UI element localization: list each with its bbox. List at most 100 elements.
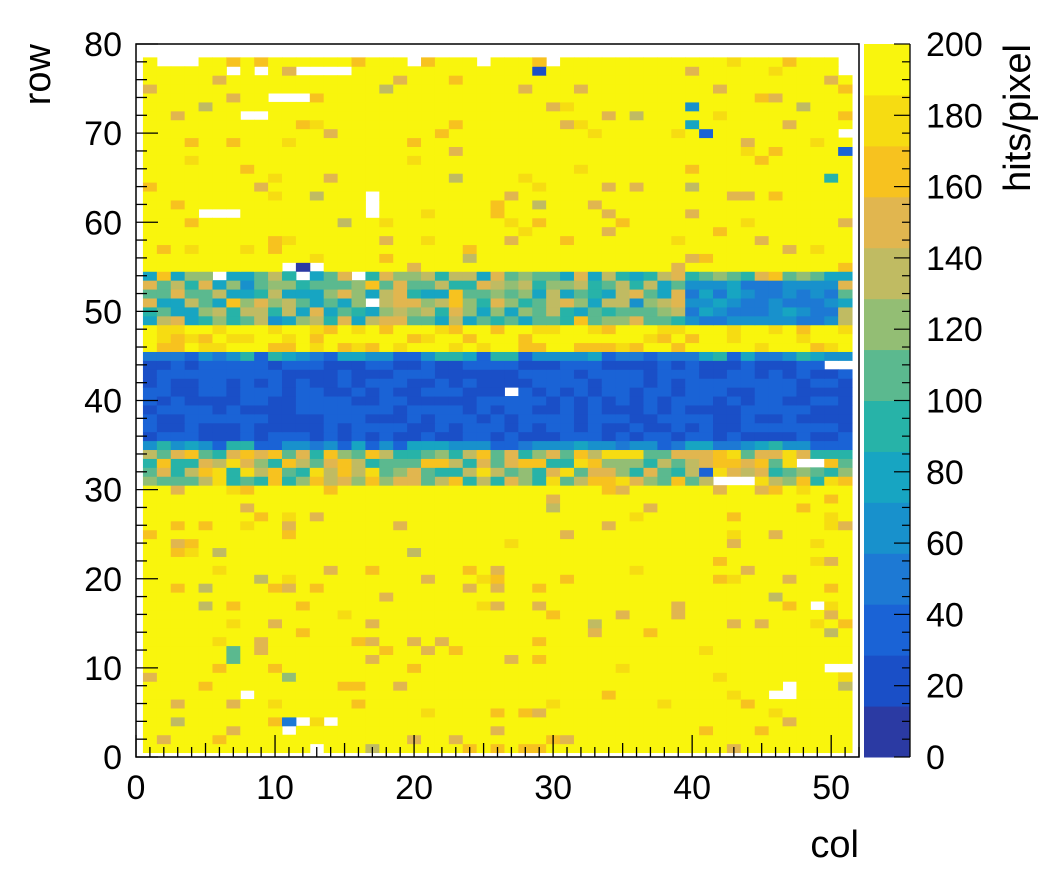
heatmap-cell [434,636,450,647]
heatmap-cell [643,601,658,611]
heatmap-cell [643,199,658,210]
heatmap-cell [254,645,269,655]
heatmap-cell [476,690,492,700]
heatmap-cell [462,636,478,647]
heatmap-cell [309,289,325,299]
heatmap-cell [421,699,436,709]
heatmap-cell [615,333,631,344]
heatmap-cell [254,707,269,718]
heatmap-cell [184,609,200,620]
heatmap-cell [268,280,283,290]
heatmap-cell [796,601,811,611]
heatmap-cell [337,137,353,147]
heatmap-cell [240,369,255,379]
heatmap-cell [782,199,797,210]
heatmap-cell [532,574,547,584]
heatmap-cell [407,716,422,727]
heatmap-cell [323,529,339,540]
heatmap-cell [615,538,631,549]
heatmap-cell [782,494,797,504]
heatmap-cell [142,119,158,130]
heatmap-cell [643,351,658,361]
heatmap-cell [685,601,700,611]
heatmap-cell [407,529,422,540]
heatmap-cell [240,654,255,664]
heatmap-cell [142,164,158,174]
heatmap-cell [184,387,200,397]
heatmap-cell [560,520,575,531]
heatmap-cell [490,494,505,504]
heatmap-cell [740,378,756,388]
heatmap-cell [212,164,227,174]
heatmap-cell [170,467,186,477]
heatmap-cell [254,226,269,237]
heatmap-cell [421,645,436,655]
heatmap-cell [754,565,770,575]
heatmap-cell [587,601,603,611]
heatmap-cell [560,449,575,459]
heatmap-cell [671,422,686,433]
heatmap-cell [782,387,797,397]
heatmap-cell [546,520,561,531]
heatmap-cell [713,663,728,673]
heatmap-cell [476,164,492,174]
heatmap-cell [212,529,227,540]
heatmap-cell [407,672,422,682]
heatmap-cell [546,618,561,629]
heatmap-cell [393,529,408,540]
heatmap-cell [490,431,505,442]
heatmap-cell [671,235,686,246]
heatmap-cell [407,342,422,352]
heatmap-cell [365,182,380,192]
heatmap-cell [212,574,227,584]
heatmap-cell [421,538,436,549]
heatmap-cell [323,485,339,495]
heatmap-cell [407,253,422,263]
heatmap-cell [754,404,770,415]
heatmap-cell [796,66,811,76]
heatmap-cell [782,645,797,655]
heatmap-cell [184,556,200,566]
heatmap-cell [782,378,797,388]
heatmap-cell [643,636,658,647]
heatmap-cell [838,707,853,718]
heatmap-cell [699,306,714,317]
heatmap-cell [407,592,422,602]
heatmap-cell [838,208,853,219]
heatmap-cell [226,199,241,210]
heatmap-cell [309,574,325,584]
heatmap-cell [532,609,547,620]
heatmap-cell [240,396,255,406]
heatmap-cell [504,396,519,406]
heatmap-cell [170,173,186,183]
heatmap-cell [518,681,533,691]
heatmap-cell [393,164,408,174]
heatmap-cell [796,101,811,112]
heatmap-cell [824,654,839,664]
heatmap-cell [365,627,380,638]
heatmap-cell [657,716,672,727]
heatmap-cell [824,592,839,602]
heatmap-cell [337,396,353,406]
heatmap-cell [309,725,325,736]
heatmap-cell [713,431,728,442]
heatmap-cell [281,324,297,335]
heatmap-cell [671,547,686,557]
heatmap-cell [156,351,172,361]
heatmap-cell [560,636,575,647]
heatmap-cell [726,485,742,495]
heatmap-cell [754,494,770,504]
heatmap-cell [671,173,686,183]
heatmap-cell [587,226,603,237]
heatmap-cell [768,280,784,290]
heatmap-cell [421,217,436,228]
heatmap-cell [838,110,853,121]
heatmap-cell [156,592,172,602]
heatmap-cell [323,511,339,522]
heatmap-cell [782,618,797,629]
heatmap-cell [587,538,603,549]
heatmap-cell [212,636,227,647]
heatmap-cell [740,627,756,638]
heatmap-cell [643,235,658,246]
heatmap-cell [407,485,422,495]
